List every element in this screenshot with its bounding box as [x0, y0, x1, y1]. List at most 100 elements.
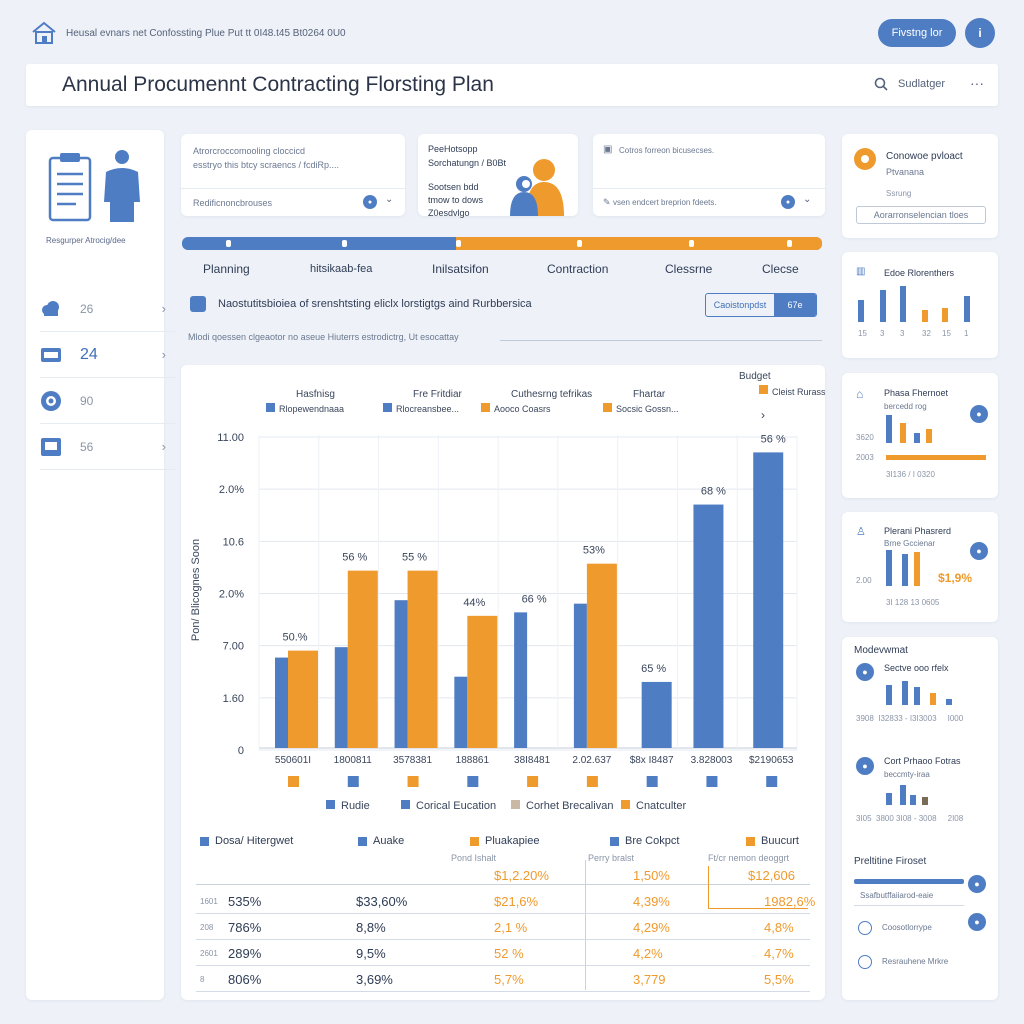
more-menu[interactable]: ··· [970, 75, 984, 91]
badge-icon[interactable]: ● [968, 913, 986, 931]
home-icon[interactable] [30, 20, 58, 46]
tick-label: 32 [922, 329, 931, 338]
row-index: 8 [200, 975, 205, 984]
x-tick-label: $8x I8487 [630, 755, 674, 766]
radio-icon[interactable] [858, 921, 872, 935]
table-cell: $12,606 [748, 868, 795, 883]
legend-marker [646, 776, 658, 787]
legend-swatch [358, 836, 367, 846]
search-icon[interactable] [874, 77, 888, 91]
timeline-marker-icon[interactable] [577, 240, 582, 247]
timeline-marker-icon[interactable] [226, 240, 231, 247]
mini-bar [858, 300, 864, 322]
timeline-stage[interactable]: Contraction [547, 262, 609, 276]
legend-label: Rlocreansbee... [396, 404, 459, 414]
table-header[interactable]: Dosa/ Hitergwet [200, 835, 293, 847]
timeline-stage[interactable]: hitsikaab-fea [310, 263, 373, 275]
badge-icon[interactable]: ● [970, 542, 988, 560]
table-cell: 4,29% [633, 920, 670, 935]
chevron-down-icon: ⌄ [803, 194, 812, 205]
list-item[interactable]: Resrauhene Mrkre [882, 957, 949, 966]
data-label: 66 % [522, 593, 547, 605]
timeline-stage[interactable]: Planning [203, 262, 250, 276]
tick-label: 1 [964, 329, 969, 338]
bar-blue [394, 600, 408, 748]
dropdown[interactable]: ✎ vsen endcert breprion fdeets. ● ⌄ [593, 188, 825, 216]
legend-swatch [470, 836, 479, 846]
table-header[interactable]: Auake [358, 835, 404, 847]
badge-icon[interactable]: ● [970, 405, 988, 423]
notice-subtext: Mlodi qoessen clgeaotor no aseue Hiuterr… [188, 332, 459, 342]
card-button[interactable]: Aorarronselencian tloes [856, 206, 986, 224]
timeline-stage[interactable]: Inilsatsifon [432, 262, 489, 276]
table-row[interactable]: 1601 535% $33,60% $21,6% 4,39% 1982,6% [196, 888, 815, 914]
notice-button[interactable]: Caoistonpdst 67e [705, 293, 817, 317]
legend-swatch [511, 800, 520, 809]
sidebar-item-value: 26 [80, 301, 94, 316]
table-cell: 289% [228, 946, 262, 961]
info-icon: i [978, 26, 982, 40]
legend-marker [288, 776, 299, 787]
card-title: Modevwmat [854, 645, 908, 656]
dropdown[interactable]: Redificnoncbrouses ● ⌄ [181, 188, 405, 216]
right-card-5: Modevwmat ● Sectve ooo rfelx 3908 I32833… [842, 637, 998, 1000]
axis-label: 2.00 [856, 576, 872, 585]
list-item[interactable]: Coosotlorrype [882, 923, 932, 932]
card-sub: Ptvanana [886, 167, 925, 177]
card-title: Edoe Rlorenthers [884, 268, 955, 278]
badge-icon[interactable]: ● [968, 875, 986, 893]
table-cell: 5,5% [764, 972, 794, 987]
legend-label: Corhet Brecalivan [526, 800, 613, 812]
bar-orange [467, 615, 498, 748]
info-text: tmow to dows [428, 195, 484, 205]
info-text: Sootsen bdd [428, 182, 479, 192]
bar-orange [407, 570, 438, 748]
timeline-marker-icon[interactable] [787, 240, 792, 247]
sidebar-item-4[interactable]: 56 › [40, 424, 176, 470]
axis-ticks: 3I 128 13 0605 [886, 598, 940, 607]
table-row[interactable]: 8 806% 3,69% 5,7% 3,779 5,5% [196, 966, 810, 992]
bar-blue [514, 612, 528, 748]
table-header-label: Buucurt [761, 835, 799, 847]
table-header[interactable]: Bre Cokpct [610, 835, 679, 847]
timeline-marker-icon[interactable] [342, 240, 347, 247]
tick-label: 15 [942, 329, 951, 338]
timeline-stage[interactable]: Clecse [762, 262, 799, 276]
dropdown-label: Redificnoncbrouses [193, 198, 273, 208]
timeline-marker-icon[interactable] [456, 240, 461, 247]
mini-bar [926, 429, 932, 443]
search-label[interactable]: Sudlatger [898, 78, 946, 90]
axis-ticks: 3I05 3800 3I08 - 3008 2I08 [856, 814, 964, 823]
cloud-icon [40, 300, 62, 318]
legend-swatch [603, 403, 612, 412]
table-cell: $1,2.20% [494, 868, 549, 883]
legend-label: Cleist Rurasst [772, 387, 825, 397]
timeline-track [182, 237, 822, 250]
info-text: Cotros forreon bicusecses. [619, 146, 715, 155]
table-cell: 5,7% [494, 972, 524, 987]
table-row[interactable]: 208 786% 8,8% 2,1 % 4,29% 4,8% [196, 914, 810, 940]
info-button[interactable]: i [965, 18, 995, 48]
table-row[interactable]: 2601 289% 9,5% 52 % 4,2% 4,7% [196, 940, 810, 966]
table-header[interactable]: Pluakapiee [470, 835, 539, 847]
mini-bar [880, 290, 886, 322]
sidebar-item-3[interactable]: 90 [40, 378, 176, 424]
list-item[interactable]: Ssafbutffaiiarod-eaie [860, 891, 934, 900]
sidebar-item-1[interactable]: 26 › [40, 286, 176, 332]
action-button[interactable]: Fivstng lor [878, 19, 956, 47]
y-tick-label: 2.0% [219, 484, 244, 496]
table-cell: 1982,6% [764, 894, 816, 909]
badge-icon: ● [363, 195, 377, 209]
sidebar-item-2[interactable]: 24 › [40, 332, 176, 378]
row-index: 1601 [200, 897, 218, 906]
timeline-marker-icon[interactable] [689, 240, 694, 247]
timeline-stage[interactable]: Clessrne [665, 262, 713, 276]
badge-icon[interactable]: ● [856, 757, 874, 775]
mini-bar [922, 797, 928, 805]
y-tick-label: 11.00 [217, 432, 244, 444]
badge-icon[interactable]: ● [856, 663, 874, 681]
radio-icon[interactable] [858, 955, 872, 969]
x-tick-label: 3.828003 [691, 755, 733, 766]
legend-label: Cnatculter [636, 800, 686, 812]
table-header[interactable]: Buucurt [746, 835, 799, 847]
